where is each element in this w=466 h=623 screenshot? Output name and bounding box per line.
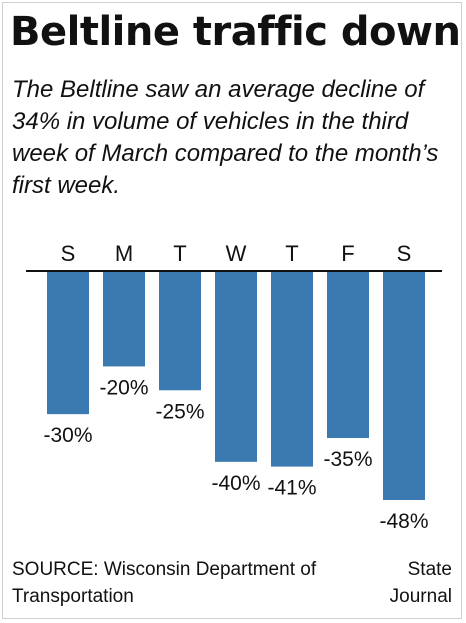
bar	[215, 271, 257, 462]
bar	[103, 271, 145, 367]
bar	[271, 271, 313, 467]
data-label: -25%	[155, 400, 204, 423]
x-tick-label: W	[226, 241, 247, 266]
graphic-frame	[2, 2, 462, 619]
credit-note: State Journal	[389, 559, 452, 607]
x-tick-label: T	[285, 241, 298, 266]
data-label: -20%	[99, 376, 148, 399]
data-label: -40%	[211, 472, 260, 495]
x-tick-label: F	[341, 241, 354, 266]
bar	[327, 271, 369, 438]
data-label: -35%	[323, 448, 372, 471]
chart-subtitle: The Beltline saw an average decline of 3…	[12, 76, 439, 199]
bar	[159, 271, 201, 391]
page-title: Beltline traffic down	[10, 9, 461, 55]
data-label: -30%	[43, 424, 92, 447]
data-label: -48%	[379, 510, 428, 533]
source-note: SOURCE: Wisconsin Department of Transpor…	[12, 559, 317, 607]
x-tick-label: S	[61, 241, 76, 266]
x-tick-label: S	[397, 241, 412, 266]
x-tick-label: T	[173, 241, 186, 266]
data-label: -41%	[267, 477, 316, 500]
bar	[383, 271, 425, 500]
bar	[47, 271, 89, 415]
x-tick-label: M	[115, 241, 133, 266]
